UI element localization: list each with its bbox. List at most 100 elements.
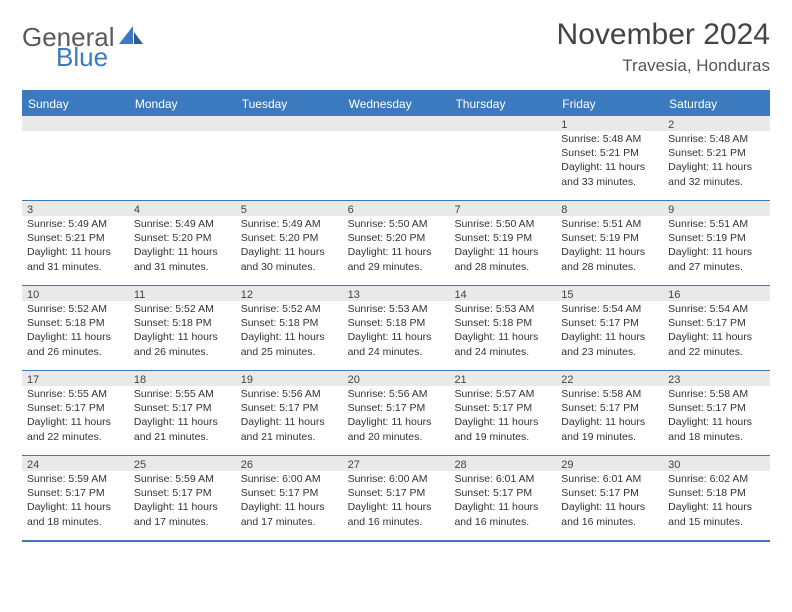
daylight-text: Daylight: 11 hours and 31 minutes. <box>134 245 231 273</box>
day-cell: 20Sunrise: 5:56 AMSunset: 5:17 PMDayligh… <box>343 371 450 455</box>
day-number: 19 <box>236 371 343 386</box>
day-cell: 16Sunrise: 5:54 AMSunset: 5:17 PMDayligh… <box>663 286 770 370</box>
day-header-row: Sunday Monday Tuesday Wednesday Thursday… <box>22 92 770 116</box>
sunrise-text: Sunrise: 5:48 AM <box>561 132 658 146</box>
daylight-text: Daylight: 11 hours and 26 minutes. <box>27 330 124 358</box>
sunrise-text: Sunrise: 5:59 AM <box>27 472 124 486</box>
day-cell: 12Sunrise: 5:52 AMSunset: 5:18 PMDayligh… <box>236 286 343 370</box>
daylight-text: Daylight: 11 hours and 16 minutes. <box>454 500 551 528</box>
sunrise-text: Sunrise: 5:48 AM <box>668 132 765 146</box>
day-details: Sunrise: 5:55 AMSunset: 5:17 PMDaylight:… <box>22 387 129 444</box>
sunrise-text: Sunrise: 5:56 AM <box>241 387 338 401</box>
day-details: Sunrise: 5:58 AMSunset: 5:17 PMDaylight:… <box>556 387 663 444</box>
sunset-text: Sunset: 5:18 PM <box>668 486 765 500</box>
sunset-text: Sunset: 5:21 PM <box>27 231 124 245</box>
day-cell <box>449 116 556 200</box>
day-cell <box>343 116 450 200</box>
day-cell: 6Sunrise: 5:50 AMSunset: 5:20 PMDaylight… <box>343 201 450 285</box>
day-details: Sunrise: 6:02 AMSunset: 5:18 PMDaylight:… <box>663 472 770 529</box>
day-number: 23 <box>663 371 770 386</box>
day-cell: 28Sunrise: 6:01 AMSunset: 5:17 PMDayligh… <box>449 456 556 540</box>
sunrise-text: Sunrise: 6:00 AM <box>348 472 445 486</box>
day-number: 24 <box>22 456 129 471</box>
day-number: 14 <box>449 286 556 301</box>
day-number: 10 <box>22 286 129 301</box>
sunrise-text: Sunrise: 5:50 AM <box>454 217 551 231</box>
day-cell: 21Sunrise: 5:57 AMSunset: 5:17 PMDayligh… <box>449 371 556 455</box>
day-details: Sunrise: 5:48 AMSunset: 5:21 PMDaylight:… <box>556 132 663 189</box>
sunrise-text: Sunrise: 5:52 AM <box>27 302 124 316</box>
daylight-text: Daylight: 11 hours and 15 minutes. <box>668 500 765 528</box>
day-cell: 18Sunrise: 5:55 AMSunset: 5:17 PMDayligh… <box>129 371 236 455</box>
sunset-text: Sunset: 5:17 PM <box>241 486 338 500</box>
day-number <box>449 116 556 131</box>
sunset-text: Sunset: 5:17 PM <box>134 401 231 415</box>
daylight-text: Daylight: 11 hours and 26 minutes. <box>134 330 231 358</box>
day-cell <box>22 116 129 200</box>
day-number: 28 <box>449 456 556 471</box>
day-cell: 25Sunrise: 5:59 AMSunset: 5:17 PMDayligh… <box>129 456 236 540</box>
sunrise-text: Sunrise: 5:49 AM <box>27 217 124 231</box>
day-header: Monday <box>129 92 236 116</box>
sunrise-text: Sunrise: 5:52 AM <box>134 302 231 316</box>
month-title: November 2024 <box>557 18 770 52</box>
day-cell: 26Sunrise: 6:00 AMSunset: 5:17 PMDayligh… <box>236 456 343 540</box>
sunrise-text: Sunrise: 5:53 AM <box>454 302 551 316</box>
day-cell: 17Sunrise: 5:55 AMSunset: 5:17 PMDayligh… <box>22 371 129 455</box>
day-details: Sunrise: 5:59 AMSunset: 5:17 PMDaylight:… <box>129 472 236 529</box>
day-number: 25 <box>129 456 236 471</box>
day-cell: 13Sunrise: 5:53 AMSunset: 5:18 PMDayligh… <box>343 286 450 370</box>
day-details: Sunrise: 6:00 AMSunset: 5:17 PMDaylight:… <box>236 472 343 529</box>
day-number: 7 <box>449 201 556 216</box>
sunrise-text: Sunrise: 5:58 AM <box>668 387 765 401</box>
daylight-text: Daylight: 11 hours and 18 minutes. <box>668 415 765 443</box>
sunset-text: Sunset: 5:18 PM <box>134 316 231 330</box>
sunset-text: Sunset: 5:17 PM <box>454 401 551 415</box>
day-details: Sunrise: 5:51 AMSunset: 5:19 PMDaylight:… <box>556 217 663 274</box>
day-cell: 30Sunrise: 6:02 AMSunset: 5:18 PMDayligh… <box>663 456 770 540</box>
day-details: Sunrise: 5:53 AMSunset: 5:18 PMDaylight:… <box>343 302 450 359</box>
sunset-text: Sunset: 5:20 PM <box>241 231 338 245</box>
sunrise-text: Sunrise: 5:56 AM <box>348 387 445 401</box>
sunset-text: Sunset: 5:17 PM <box>668 401 765 415</box>
daylight-text: Daylight: 11 hours and 23 minutes. <box>561 330 658 358</box>
brand-logo: General Blue <box>22 24 145 70</box>
page-header: General Blue November 2024 Travesia, Hon… <box>22 18 770 76</box>
day-cell: 1Sunrise: 5:48 AMSunset: 5:21 PMDaylight… <box>556 116 663 200</box>
day-cell: 7Sunrise: 5:50 AMSunset: 5:19 PMDaylight… <box>449 201 556 285</box>
daylight-text: Daylight: 11 hours and 25 minutes. <box>241 330 338 358</box>
day-cell: 10Sunrise: 5:52 AMSunset: 5:18 PMDayligh… <box>22 286 129 370</box>
daylight-text: Daylight: 11 hours and 16 minutes. <box>348 500 445 528</box>
daylight-text: Daylight: 11 hours and 30 minutes. <box>241 245 338 273</box>
sunset-text: Sunset: 5:21 PM <box>561 146 658 160</box>
day-details: Sunrise: 5:51 AMSunset: 5:19 PMDaylight:… <box>663 217 770 274</box>
day-cell <box>236 116 343 200</box>
day-details: Sunrise: 5:49 AMSunset: 5:20 PMDaylight:… <box>129 217 236 274</box>
sunrise-text: Sunrise: 5:59 AM <box>134 472 231 486</box>
day-number <box>343 116 450 131</box>
daylight-text: Daylight: 11 hours and 29 minutes. <box>348 245 445 273</box>
day-details: Sunrise: 5:49 AMSunset: 5:20 PMDaylight:… <box>236 217 343 274</box>
day-header: Saturday <box>663 92 770 116</box>
day-details: Sunrise: 5:59 AMSunset: 5:17 PMDaylight:… <box>22 472 129 529</box>
title-block: November 2024 Travesia, Honduras <box>557 18 770 76</box>
day-details: Sunrise: 6:01 AMSunset: 5:17 PMDaylight:… <box>556 472 663 529</box>
calendar-page: General Blue November 2024 Travesia, Hon… <box>0 0 792 560</box>
day-number: 2 <box>663 116 770 131</box>
week-row: 10Sunrise: 5:52 AMSunset: 5:18 PMDayligh… <box>22 285 770 370</box>
sunrise-text: Sunrise: 5:49 AM <box>134 217 231 231</box>
sunset-text: Sunset: 5:17 PM <box>668 316 765 330</box>
day-number: 1 <box>556 116 663 131</box>
sunset-text: Sunset: 5:17 PM <box>134 486 231 500</box>
sunrise-text: Sunrise: 5:52 AM <box>241 302 338 316</box>
day-number: 30 <box>663 456 770 471</box>
sunset-text: Sunset: 5:21 PM <box>668 146 765 160</box>
sunset-text: Sunset: 5:19 PM <box>454 231 551 245</box>
day-details: Sunrise: 5:52 AMSunset: 5:18 PMDaylight:… <box>129 302 236 359</box>
sunrise-text: Sunrise: 5:55 AM <box>27 387 124 401</box>
sunrise-text: Sunrise: 5:58 AM <box>561 387 658 401</box>
sunset-text: Sunset: 5:17 PM <box>348 486 445 500</box>
sunrise-text: Sunrise: 5:53 AM <box>348 302 445 316</box>
day-cell: 19Sunrise: 5:56 AMSunset: 5:17 PMDayligh… <box>236 371 343 455</box>
sunrise-text: Sunrise: 6:02 AM <box>668 472 765 486</box>
